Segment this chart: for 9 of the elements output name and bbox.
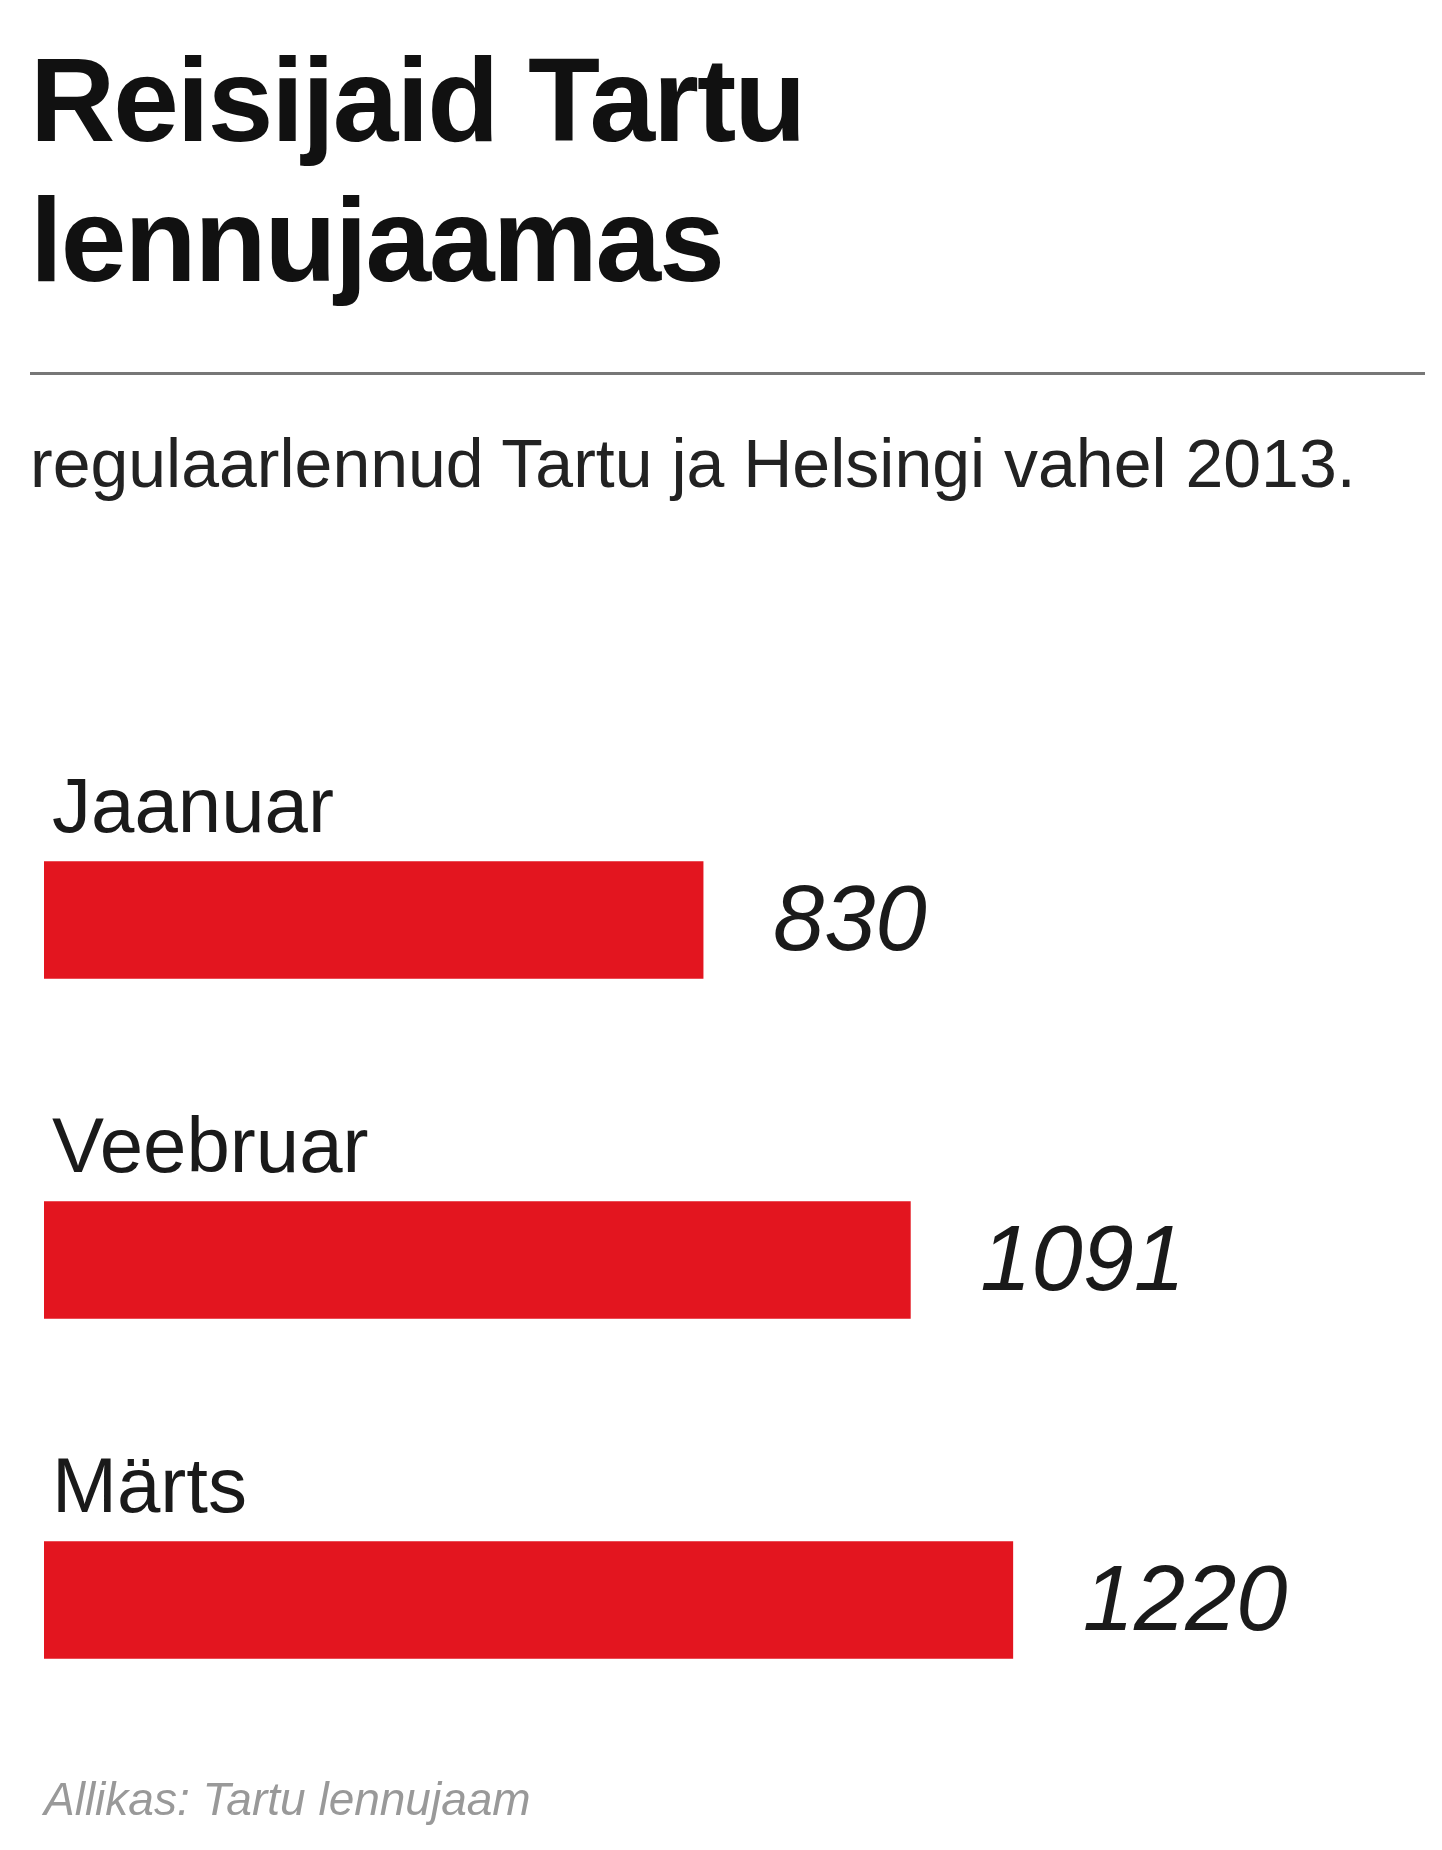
chart-subtitle: regulaarlennud Tartu ja Helsingi vahel 2013. <box>30 424 1357 503</box>
chart-title: Reisijaid Tartu lennujaamas <box>30 33 806 308</box>
text: Allikas: Tartu lennujaam <box>44 1772 531 1826</box>
y-tick-label: Veebruar <box>52 1100 369 1189</box>
data-label: 1220 <box>1082 1546 1288 1649</box>
y-tick-label: Jaanuar <box>52 760 334 849</box>
y-tick-label: Märts <box>52 1440 247 1529</box>
data-label: 1091 <box>980 1206 1186 1309</box>
data-label: 830 <box>773 866 927 969</box>
